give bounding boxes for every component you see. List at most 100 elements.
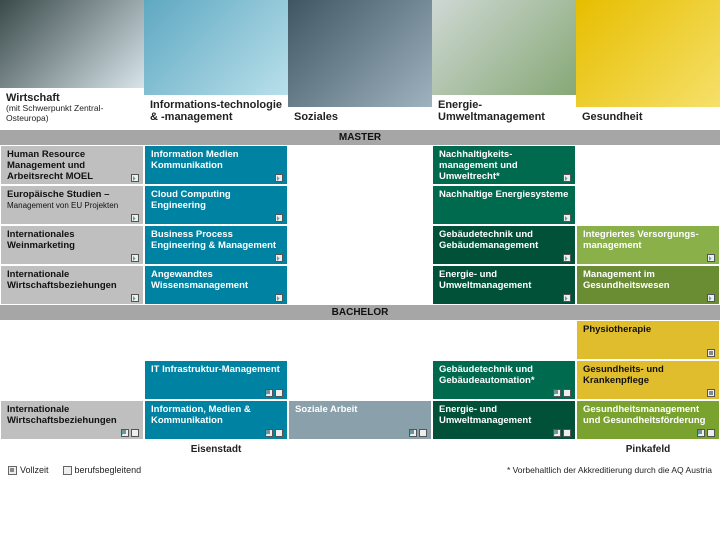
program-label: Gebäudetechnik und Gebäudeautomation*	[439, 364, 535, 386]
program-sublabel: Management von EU Projekten	[7, 201, 137, 210]
mode-icon	[275, 294, 283, 302]
program-cell[interactable]: Integriertes Versorgungs-management	[576, 225, 720, 265]
program-cell[interactable]: Nachhaltigkeits-management und Umweltrec…	[432, 145, 576, 185]
program-label: Internationale Wirtschaftsbeziehungen	[7, 404, 117, 426]
program-cell[interactable]: Gebäudetechnik und Gebäudeautomation*	[432, 360, 576, 400]
section-band-bachelor: BACHELOR	[0, 305, 720, 320]
section-band-master: MASTER	[0, 130, 720, 145]
header-col-wirtschaft[interactable]: Wirtschaft (mit Schwerpunkt Zentral-Oste…	[0, 0, 144, 130]
mode-icon	[563, 429, 571, 437]
header-col-it[interactable]: Informations-technologie & -management	[144, 0, 288, 130]
mode-icon	[707, 294, 715, 302]
mode-icons	[121, 429, 139, 437]
program-cell[interactable]: Gebäudetechnik und Gebäudemanagement	[432, 225, 576, 265]
program-label: Energie- und Umweltmanagement	[439, 404, 531, 426]
program-label: Information, Medien & Kommunikation	[151, 404, 251, 426]
program-label: Cloud Computing Engineering	[151, 189, 231, 211]
mode-icon	[131, 429, 139, 437]
program-cell[interactable]: Internationale Wirtschaftsbeziehungen	[0, 265, 144, 305]
mode-icons	[553, 429, 571, 437]
legend-item: berufsbegleitend	[63, 465, 142, 475]
program-cell[interactable]: Angewandtes Wissensmanagement	[144, 265, 288, 305]
program-cell[interactable]: Business Process Engineering & Managemen…	[144, 225, 288, 265]
legend-label: Vollzeit	[20, 465, 49, 475]
location-label: Eisenstadt	[144, 440, 288, 459]
empty-cell	[576, 145, 720, 185]
program-label: Physiotherapie	[583, 324, 651, 335]
mode-icon	[275, 429, 283, 437]
location-row: Eisenstadt Pinkafeld	[0, 440, 720, 459]
program-cell[interactable]: Europäische Studien –Management von EU P…	[0, 185, 144, 225]
header-image	[0, 0, 144, 88]
mode-icon	[131, 214, 139, 222]
program-cell[interactable]: Internationale Wirtschaftsbeziehungen	[0, 400, 144, 440]
program-label: Information Medien Kommunikation	[151, 149, 239, 171]
program-label: Nachhaltigkeits-management und Umweltrec…	[439, 149, 518, 182]
mode-icon	[131, 254, 139, 262]
empty-cell	[288, 225, 432, 265]
header-image	[576, 0, 720, 107]
program-cell[interactable]: IT Infrastruktur-Management	[144, 360, 288, 400]
program-cell[interactable]: Internationales Weinmarketing	[0, 225, 144, 265]
header-subtitle: (mit Schwerpunkt Zentral-Osteuropa)	[6, 104, 138, 124]
mode-icon	[563, 214, 571, 222]
program-cell[interactable]: Energie- und Umweltmanagement	[432, 400, 576, 440]
program-cell[interactable]: Energie- und Umweltmanagement	[432, 265, 576, 305]
mode-icon	[707, 389, 715, 397]
master-grid: Human Resource Management und Arbeitsrec…	[0, 145, 720, 305]
empty-cell	[432, 440, 576, 459]
header-col-gesundheit[interactable]: Gesundheit	[576, 0, 720, 130]
category-header: Wirtschaft (mit Schwerpunkt Zentral-Oste…	[0, 0, 720, 130]
program-label: Internationale Wirtschaftsbeziehungen	[7, 269, 117, 291]
mode-icon	[563, 254, 571, 262]
empty-cell	[288, 320, 432, 360]
program-label: Business Process Engineering & Managemen…	[151, 229, 276, 251]
footnote: * Vorbehaltlich der Akkreditierung durch…	[507, 465, 712, 475]
header-col-soziales[interactable]: Soziales	[288, 0, 432, 130]
mode-icon	[275, 254, 283, 262]
empty-cell	[288, 360, 432, 400]
page: Wirtschaft (mit Schwerpunkt Zentral-Oste…	[0, 0, 720, 475]
program-label: Integriertes Versorgungs-management	[583, 229, 699, 251]
program-cell[interactable]: Physiotherapie	[576, 320, 720, 360]
header-title: Gesundheit	[582, 111, 714, 124]
mode-icon	[563, 389, 571, 397]
program-cell[interactable]: Cloud Computing Engineering	[144, 185, 288, 225]
location-label: Pinkafeld	[576, 440, 720, 459]
program-cell[interactable]: Management im Gesundheitswesen	[576, 265, 720, 305]
empty-cell	[576, 185, 720, 225]
legend-item: Vollzeit	[8, 465, 49, 475]
mode-icons	[409, 429, 427, 437]
program-cell[interactable]: Human Resource Management und Arbeitsrec…	[0, 145, 144, 185]
mode-icon	[707, 349, 715, 357]
mode-icons	[265, 389, 283, 397]
header-col-energie[interactable]: Energie-Umweltmanagement	[432, 0, 576, 130]
program-cell[interactable]: Soziale Arbeit	[288, 400, 432, 440]
empty-cell	[0, 320, 144, 360]
program-cell[interactable]: Gesundheitsmanagement und Gesundheitsför…	[576, 400, 720, 440]
legend: Vollzeit berufsbegleitend	[8, 465, 141, 475]
mode-icon	[707, 429, 715, 437]
header-title: Soziales	[294, 111, 426, 124]
program-cell[interactable]: Information Medien Kommunikation	[144, 145, 288, 185]
mode-icon	[707, 254, 715, 262]
mode-icons	[697, 429, 715, 437]
header-image	[288, 0, 432, 107]
program-cell[interactable]: Information, Medien & Kommunikation	[144, 400, 288, 440]
empty-cell	[288, 265, 432, 305]
program-cell[interactable]: Gesundheits- und Krankenpflege	[576, 360, 720, 400]
program-label: Gesundheits- und Krankenpflege	[583, 364, 664, 386]
program-label: Gesundheitsmanagement und Gesundheitsför…	[583, 404, 705, 426]
program-label: Nachhaltige Energiesysteme	[439, 189, 568, 200]
mode-icon	[275, 214, 283, 222]
header-title: Energie-Umweltmanagement	[438, 99, 570, 124]
mode-icon	[563, 294, 571, 302]
program-label: Gebäudetechnik und Gebäudemanagement	[439, 229, 538, 251]
empty-cell	[288, 440, 432, 459]
mode-icons	[265, 429, 283, 437]
bachelor-grid: Physiotherapie IT Infrastruktur-Manageme…	[0, 320, 720, 440]
program-cell[interactable]: Nachhaltige Energiesysteme	[432, 185, 576, 225]
program-label: Energie- und Umweltmanagement	[439, 269, 531, 291]
empty-cell	[0, 360, 144, 400]
program-label: Europäische Studien –	[7, 189, 109, 200]
